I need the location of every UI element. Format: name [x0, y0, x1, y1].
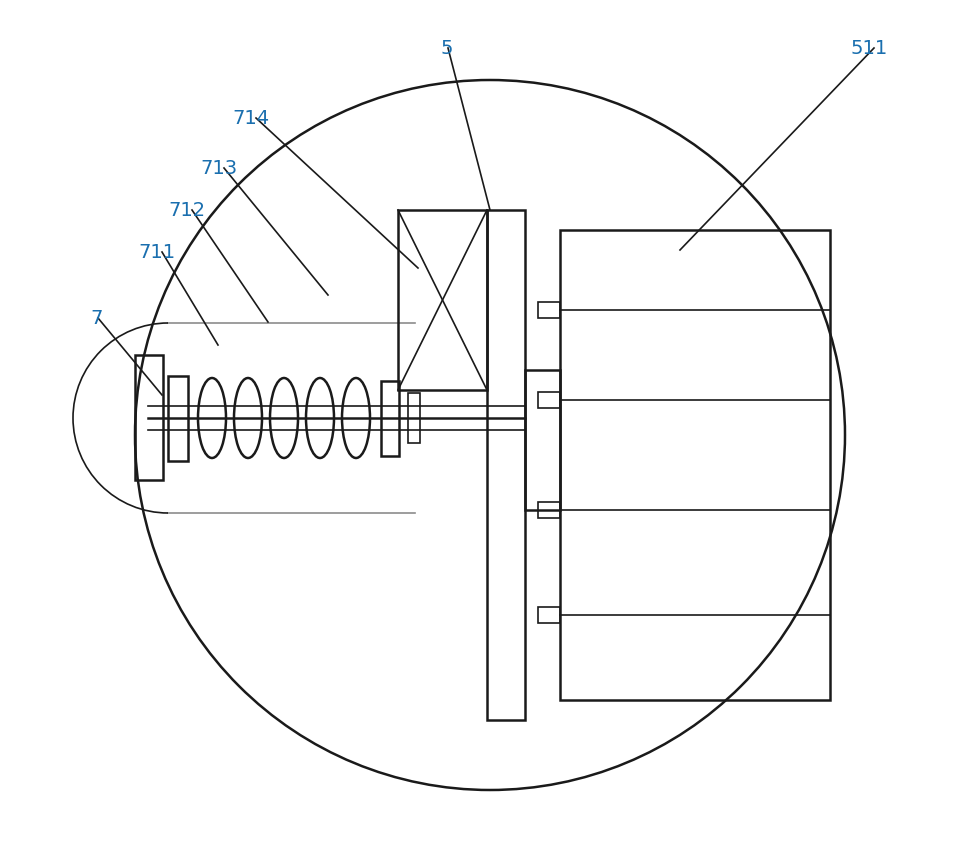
Bar — [537, 392, 560, 408]
Text: 714: 714 — [232, 108, 269, 128]
Bar — [487, 210, 525, 720]
Text: 711: 711 — [138, 242, 175, 262]
Bar — [537, 607, 560, 623]
Text: 7: 7 — [90, 309, 103, 327]
Bar — [407, 393, 419, 443]
Text: 5: 5 — [440, 39, 452, 57]
Bar — [398, 210, 487, 390]
Bar — [168, 376, 188, 461]
Text: 712: 712 — [168, 200, 205, 220]
Bar — [537, 302, 560, 318]
Bar — [135, 355, 163, 480]
Bar — [381, 381, 399, 456]
Bar — [525, 370, 560, 510]
Bar — [560, 230, 829, 700]
Text: 511: 511 — [849, 39, 886, 57]
Text: 713: 713 — [199, 158, 236, 177]
Bar — [537, 502, 560, 518]
